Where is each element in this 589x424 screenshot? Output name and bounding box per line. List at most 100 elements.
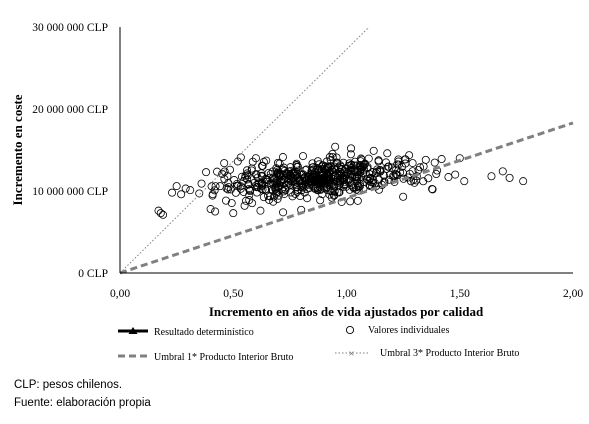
x-tick-label: 1,50 (450, 288, 470, 300)
data-point (221, 196, 230, 205)
data-point (324, 176, 333, 185)
data-point (371, 168, 380, 177)
data-point (265, 195, 274, 204)
data-point (392, 170, 401, 179)
data-point (505, 173, 514, 182)
data-point (322, 157, 331, 166)
data-point (172, 182, 181, 191)
data-point (282, 180, 291, 189)
data-point (316, 196, 325, 205)
data-point (197, 179, 206, 188)
data-point (181, 184, 190, 193)
data-point (323, 175, 332, 184)
data-point (362, 175, 371, 184)
data-point (397, 162, 406, 171)
data-point (278, 153, 287, 162)
data-point (243, 166, 252, 175)
data-point (337, 162, 346, 171)
data-point (286, 163, 295, 172)
data-point (302, 181, 311, 190)
data-point (373, 167, 382, 176)
x-tick-label: 2,00 (563, 288, 583, 300)
data-point (202, 168, 211, 177)
data-point (336, 161, 345, 170)
data-point (243, 175, 252, 184)
y-axis-title: Incremento en coste (10, 94, 25, 205)
data-point (345, 185, 354, 194)
axes (119, 27, 573, 274)
data-point (281, 185, 290, 194)
data-point (430, 158, 439, 167)
data-point (419, 177, 428, 186)
data-point (291, 172, 300, 181)
data-point (259, 193, 268, 202)
x-tick-label: 1,00 (336, 288, 356, 300)
data-point (383, 162, 392, 171)
data-point (408, 159, 417, 168)
deterministic-point (315, 173, 324, 181)
data-point (313, 157, 322, 166)
data-point (268, 174, 277, 183)
data-point (451, 170, 460, 179)
data-point (168, 188, 177, 197)
data-point (156, 209, 165, 218)
data-point (301, 166, 310, 175)
data-point (251, 170, 260, 179)
data-point (211, 207, 220, 216)
data-point (366, 174, 375, 183)
data-point (424, 174, 433, 183)
data-point (288, 192, 297, 201)
data-point (338, 165, 347, 174)
data-point (177, 190, 186, 199)
data-point (339, 171, 348, 180)
data-point (240, 201, 249, 210)
data-point (211, 182, 220, 191)
data-point (231, 188, 240, 197)
data-point (258, 161, 267, 170)
data-point (297, 178, 306, 187)
data-point (293, 187, 302, 196)
data-point (328, 153, 337, 162)
data-point (331, 142, 340, 151)
y-tick-label: 30 000 000 CLP (32, 22, 108, 34)
data-point (264, 168, 273, 177)
data-point (339, 158, 348, 167)
legend-item-threshold-1: Umbral 1* Producto Interior Bruto (118, 352, 293, 363)
data-point (241, 171, 250, 180)
data-point (286, 188, 295, 197)
data-point (328, 149, 337, 158)
data-point (273, 158, 282, 167)
legend-marker-circle (345, 325, 355, 335)
data-point (222, 184, 231, 193)
data-point (252, 188, 261, 197)
data-point (233, 157, 242, 166)
data-point (349, 165, 358, 174)
data-point (325, 152, 334, 161)
data-point (401, 155, 410, 164)
data-point (274, 170, 283, 179)
data-point (247, 166, 256, 175)
data-point (369, 178, 378, 187)
data-point (336, 177, 345, 186)
legend-item-individual: Valores individuales (345, 325, 449, 336)
data-point (342, 170, 351, 179)
legend: Resultado determinístico Valores individ… (118, 325, 519, 363)
data-point (259, 157, 268, 166)
threshold-lines (119, 26, 574, 275)
data-point (385, 170, 394, 179)
data-point (421, 155, 430, 164)
legend-item-threshold-3: × Umbral 3* Producto Interior Bruto (335, 348, 519, 359)
data-point (345, 166, 354, 175)
data-point (341, 179, 350, 188)
legend-marker-triangle (128, 327, 138, 334)
data-point (220, 174, 229, 183)
data-point (223, 185, 232, 194)
data-point (352, 185, 361, 194)
data-point (285, 167, 294, 176)
data-point (369, 146, 378, 155)
data-point (310, 184, 319, 193)
data-point (352, 173, 361, 182)
data-point (388, 163, 397, 172)
threshold-3-line (119, 26, 370, 274)
data-point (273, 182, 282, 191)
